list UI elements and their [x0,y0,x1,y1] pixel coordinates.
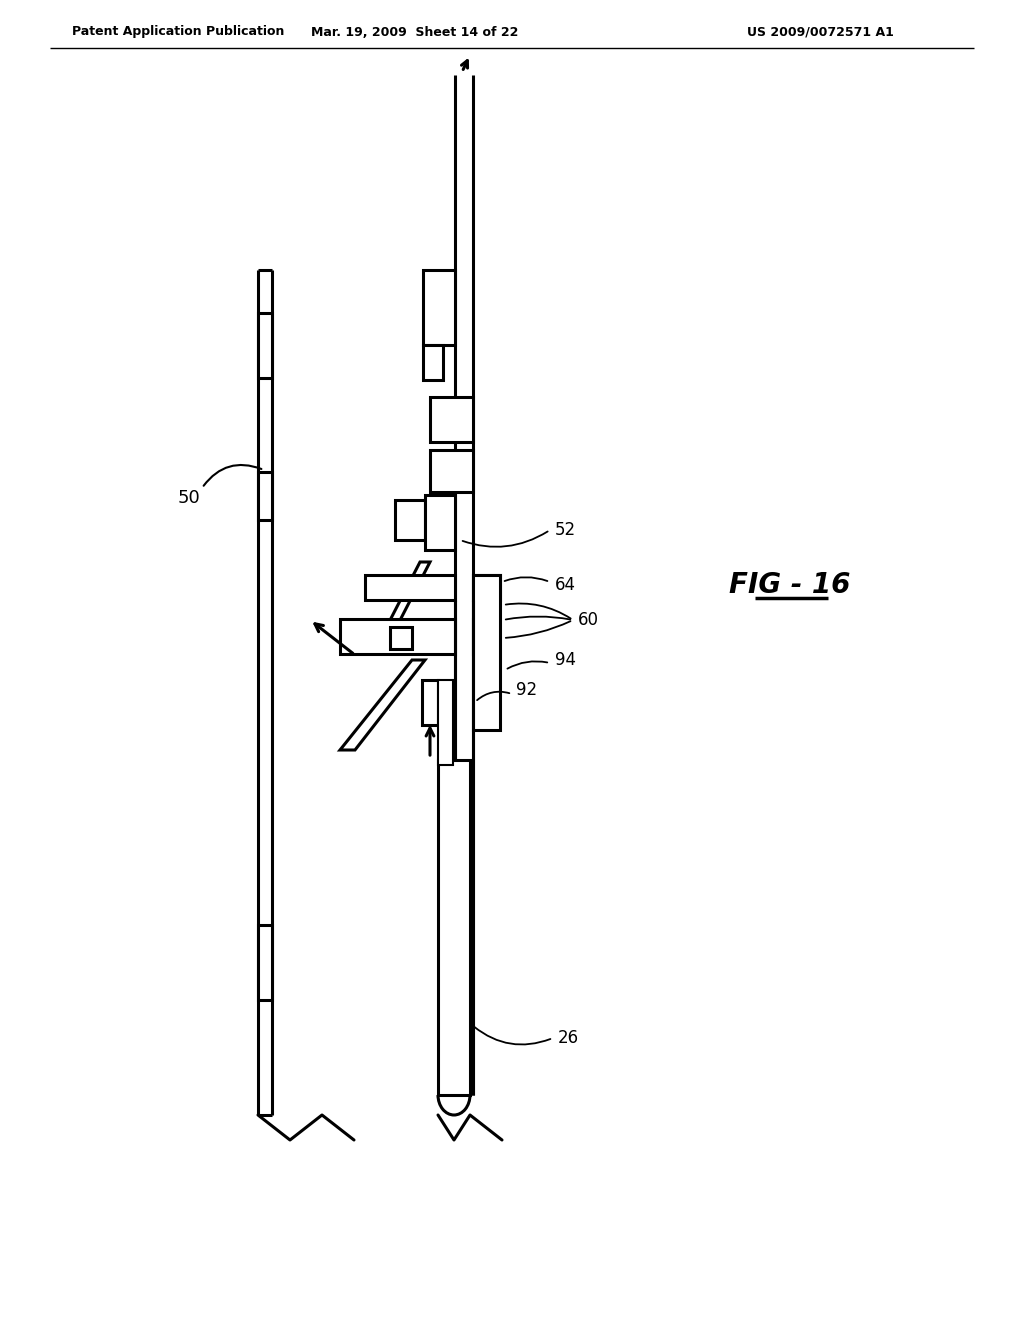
Text: US 2009/0072571 A1: US 2009/0072571 A1 [746,25,893,38]
Bar [430,450,473,492]
Polygon shape [385,562,430,630]
Bar [430,397,473,442]
Bar [438,760,470,1096]
Text: 94: 94 [555,651,575,669]
Text: 50: 50 [178,488,201,507]
Text: Patent Application Publication: Patent Application Publication [72,25,285,38]
Bar [258,925,272,1001]
Text: 92: 92 [516,681,538,700]
Bar [258,313,272,378]
Bar [258,473,272,520]
Bar [473,576,500,730]
Text: 52: 52 [555,521,577,539]
Bar [473,576,500,601]
Bar [425,495,455,550]
Text: FIG - 16: FIG - 16 [729,572,851,599]
Bar [438,680,453,766]
Text: 26: 26 [558,1030,580,1047]
Bar [365,576,455,601]
Text: 60: 60 [578,611,599,630]
Polygon shape [340,660,425,750]
Bar [423,345,443,380]
Text: Mar. 19, 2009  Sheet 14 of 22: Mar. 19, 2009 Sheet 14 of 22 [311,25,519,38]
Bar [473,619,480,653]
Bar [395,500,425,540]
Bar [390,627,412,649]
Bar [422,680,438,725]
Bar [340,619,455,653]
Bar [423,271,455,345]
Text: 64: 64 [555,576,575,594]
